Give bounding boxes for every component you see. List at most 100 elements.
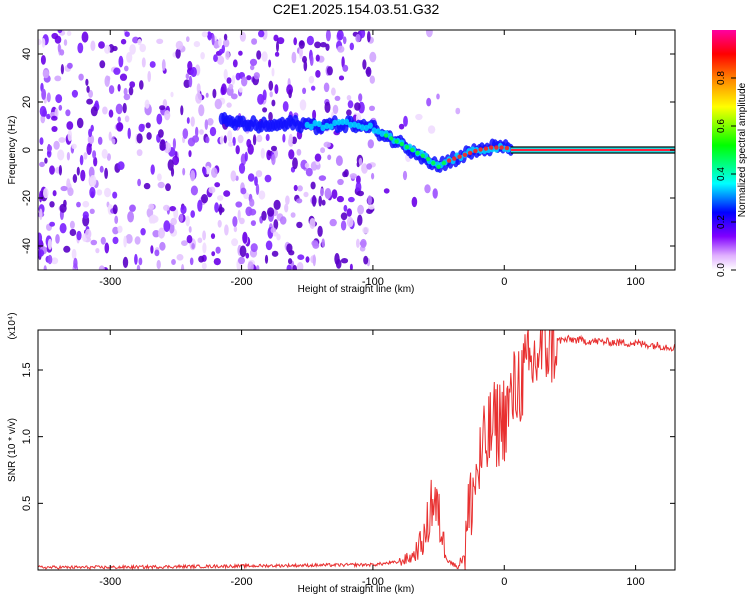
noise-blob <box>55 234 60 244</box>
noise-blob <box>320 42 327 48</box>
noise-blob <box>354 102 361 111</box>
noise-blob <box>271 250 279 257</box>
noise-blob <box>172 155 180 166</box>
noise-blob <box>314 41 322 49</box>
noise-blob <box>193 41 201 48</box>
noise-blob <box>282 133 286 143</box>
noise-blob <box>163 220 171 233</box>
noise-blob <box>112 204 118 215</box>
noise-blob <box>46 144 53 152</box>
noise-blob <box>340 212 348 221</box>
noise-blob <box>324 188 332 199</box>
noise-blob <box>363 255 369 265</box>
noise-blob <box>44 157 48 164</box>
noise-blob <box>356 238 360 248</box>
ridge-peak <box>399 142 404 147</box>
noise-blob <box>329 218 337 227</box>
noise-blob <box>54 75 62 82</box>
noise-blob <box>249 198 255 207</box>
noise-blob <box>85 78 89 86</box>
noise-blob <box>124 115 130 123</box>
noise-blob <box>42 69 50 79</box>
noise-blob <box>268 111 273 122</box>
x-tick-label: -100 <box>362 576 384 588</box>
y-tick-label: 40 <box>21 48 33 60</box>
noise-blob <box>402 170 408 181</box>
noise-blob <box>99 60 106 69</box>
noise-blob <box>49 201 55 208</box>
noise-blob <box>149 61 156 68</box>
noise-blob <box>122 102 127 114</box>
noise-blob <box>271 145 277 152</box>
noise-blob <box>195 92 203 104</box>
noise-blob <box>311 85 316 91</box>
noise-blob <box>226 102 232 108</box>
noise-blob <box>286 243 293 253</box>
noise-blob <box>308 75 315 84</box>
noise-blob <box>57 43 61 53</box>
noise-blob <box>58 165 63 176</box>
noise-blob <box>312 254 316 267</box>
noise-blob <box>337 178 344 186</box>
x-tick-label: -100 <box>362 276 384 288</box>
noise-blob <box>143 182 151 190</box>
noise-blob <box>124 31 130 37</box>
spectrogram-x-label: Height of straight line (km) <box>298 284 415 295</box>
ridge-peak <box>441 160 446 166</box>
noise-blob <box>123 235 127 248</box>
noise-blob <box>140 228 146 236</box>
noise-blob <box>104 167 108 179</box>
noise-blob <box>41 38 46 48</box>
noise-blob <box>455 107 461 115</box>
noise-blob <box>98 41 105 49</box>
noise-blob <box>115 103 123 115</box>
noise-blob <box>90 106 98 117</box>
noise-blob <box>82 211 89 220</box>
noise-blob <box>318 175 327 181</box>
noise-blob <box>180 105 184 116</box>
noise-blob <box>221 44 225 54</box>
noise-blob <box>253 72 260 80</box>
noise-blob <box>342 171 348 178</box>
noise-blob <box>89 175 97 187</box>
noise-blob <box>170 217 177 226</box>
noise-blob <box>182 167 186 176</box>
noise-blob <box>182 128 189 140</box>
noise-blob <box>186 36 190 42</box>
ridge-peak <box>446 158 452 163</box>
noise-blob <box>218 37 222 47</box>
noise-blob <box>252 134 257 146</box>
noise-blob <box>170 91 174 98</box>
noise-blob <box>83 152 88 160</box>
noise-blob <box>201 262 207 270</box>
snr-multiplier: (x10⁴) <box>7 312 18 339</box>
ridge-peak <box>504 145 510 151</box>
ridge-core <box>340 118 346 126</box>
noise-blob <box>39 137 44 145</box>
noise-blob <box>362 59 367 70</box>
noise-blob <box>232 59 238 68</box>
noise-blob <box>411 196 418 208</box>
y-tick-label: 0.5 <box>21 496 33 511</box>
noise-blob <box>254 176 258 187</box>
noise-blob <box>426 30 433 38</box>
ridge-core <box>308 123 314 130</box>
y-tick-label: 1.0 <box>21 429 33 444</box>
ridge-core <box>324 122 330 130</box>
ridge-core <box>375 128 381 135</box>
noise-blob <box>292 157 298 170</box>
noise-blob <box>348 196 355 203</box>
noise-blob <box>113 67 121 75</box>
snr-line <box>38 330 675 570</box>
noise-blob <box>196 83 201 94</box>
ridge-peak <box>483 146 489 151</box>
noise-blob <box>223 33 228 41</box>
noise-blob <box>157 173 162 181</box>
noise-blob <box>305 167 313 177</box>
noise-blob <box>323 82 330 93</box>
noise-blob <box>309 55 314 66</box>
noise-blob <box>76 117 84 129</box>
noise-blob <box>346 216 354 228</box>
ridge-peak <box>462 152 468 157</box>
noise-blob <box>250 243 258 253</box>
